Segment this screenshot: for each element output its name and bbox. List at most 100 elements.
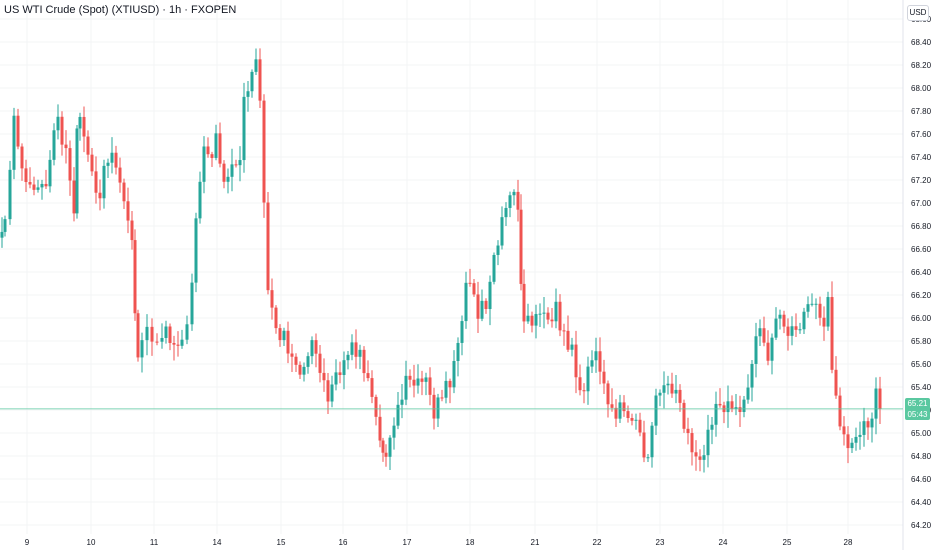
price-tick-label: 65.60 <box>911 360 932 369</box>
candle-down <box>16 115 20 147</box>
price-tick-label: 67.40 <box>911 153 932 162</box>
candle-down <box>266 202 270 291</box>
candle-up <box>185 324 189 340</box>
date-tick-label: 9 <box>25 538 30 547</box>
date-tick-label: 25 <box>783 538 792 547</box>
candle-down <box>130 220 134 241</box>
candle-down <box>866 421 870 428</box>
candle-up <box>702 455 706 460</box>
candle-up <box>0 231 4 238</box>
date-tick-label: 28 <box>844 538 853 547</box>
candle-up <box>826 297 830 327</box>
candle-down <box>578 377 582 391</box>
candle-up <box>102 165 106 199</box>
candle-up <box>770 337 774 361</box>
candle-down <box>126 201 130 221</box>
candle-up <box>160 337 164 342</box>
candle-up <box>508 195 512 208</box>
candle-down <box>114 152 118 168</box>
price-axis[interactable]: 64.2064.4064.6064.8065.0065.2065.4065.60… <box>902 0 932 550</box>
candle-down <box>384 452 388 457</box>
candle-up <box>254 59 258 72</box>
candle-up <box>526 315 530 322</box>
candle-down <box>448 380 452 388</box>
candle-down <box>122 182 126 202</box>
candle-up <box>140 340 144 358</box>
candle-up <box>492 254 496 282</box>
candle-down <box>622 402 626 412</box>
candle-down <box>206 146 210 155</box>
candle-up <box>78 116 82 129</box>
candle-up <box>650 425 654 458</box>
candle-up <box>874 388 878 419</box>
candle-up <box>40 183 44 188</box>
price-tick-label: 67.20 <box>911 176 932 185</box>
candle-up <box>306 356 310 367</box>
candle-down <box>730 401 734 409</box>
date-tick-label: 15 <box>277 538 286 547</box>
candle-up <box>164 326 168 338</box>
candle-down <box>278 328 282 341</box>
candle-up <box>8 169 12 220</box>
candle-down <box>234 164 238 166</box>
candle-down <box>60 116 64 145</box>
candle-down <box>28 182 32 185</box>
price-tick-label: 67.00 <box>911 199 932 208</box>
candle-down <box>318 353 322 373</box>
candle-up <box>862 421 866 435</box>
candle-down <box>626 411 630 419</box>
candle-up <box>734 407 738 409</box>
candle-up <box>424 377 428 382</box>
candle-down <box>476 294 480 319</box>
candle-up <box>742 399 746 412</box>
candle-down <box>440 397 444 399</box>
candle-up <box>392 425 396 438</box>
candle-down <box>378 416 382 441</box>
date-tick-label: 23 <box>656 538 665 547</box>
candle-down <box>428 377 432 395</box>
candle-up <box>416 378 420 386</box>
candle-up <box>52 130 56 160</box>
candle-down <box>598 351 602 372</box>
candle-down <box>44 183 48 187</box>
candle-down <box>133 240 137 314</box>
candle-up <box>48 159 52 187</box>
candle-up <box>190 282 194 325</box>
candle-down <box>32 184 36 190</box>
date-tick-label: 21 <box>531 538 540 547</box>
candle-up <box>706 429 710 456</box>
candle-down <box>686 428 690 434</box>
candle-down <box>210 154 214 158</box>
candle-down <box>830 297 834 370</box>
candle-up <box>538 313 542 315</box>
candle-down <box>326 380 330 402</box>
candle-down <box>698 456 702 460</box>
candle-up <box>388 437 392 457</box>
candle-up <box>238 160 242 166</box>
price-tick-label: 66.80 <box>911 222 932 231</box>
candle-up <box>790 326 794 336</box>
candle-up <box>658 392 662 396</box>
candle-up <box>334 372 338 385</box>
candle-down <box>566 330 570 350</box>
candle-down <box>24 168 28 183</box>
candle-up <box>404 375 408 400</box>
date-tick-label: 10 <box>87 538 96 547</box>
candle-down <box>270 290 274 308</box>
candle-up <box>400 399 404 405</box>
date-tick-label: 22 <box>593 538 602 547</box>
candle-down <box>516 191 520 210</box>
candle-down <box>274 307 278 329</box>
candle-up <box>500 217 504 246</box>
candle-down <box>176 344 180 346</box>
candle-up <box>534 314 538 326</box>
candle-down <box>878 388 882 409</box>
candle-up <box>806 304 810 312</box>
currency-badge[interactable]: USD <box>907 5 929 21</box>
candle-down <box>682 402 686 429</box>
price-tick-label: 66.40 <box>911 268 932 277</box>
candle-down <box>294 356 298 365</box>
time-axis[interactable]: 9 10 11 14 15 16 17 18 21 22 23 24 25 28 <box>25 538 853 547</box>
